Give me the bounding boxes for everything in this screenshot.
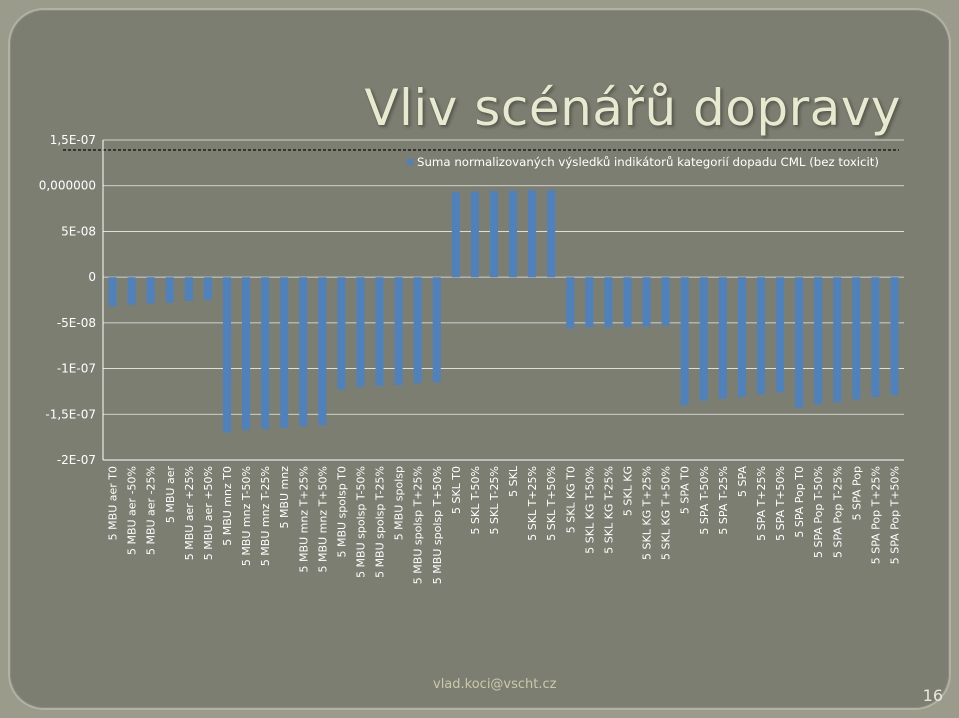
chart-bar — [261, 277, 270, 429]
chart-bar — [489, 191, 498, 278]
x-tick-label: 5 MBU mnz T-50% — [240, 466, 253, 566]
page-number: 16 — [922, 686, 943, 705]
y-tick-label: 0 — [88, 270, 96, 284]
x-tick-label: 5 MBU aer +25% — [183, 466, 196, 560]
chart-bar — [528, 190, 537, 278]
x-tick-label: 5 SPA T-50% — [698, 466, 711, 535]
x-tick-label: 5 MBU spolsp T0 — [335, 466, 348, 558]
y-tick-label: -2E-07 — [57, 453, 96, 467]
y-tick-label: -1E-07 — [57, 362, 96, 376]
chart-bar — [871, 277, 880, 397]
x-tick-label: 5 SPA T+25% — [755, 466, 768, 541]
chart-bar — [623, 277, 632, 328]
chart-bar — [470, 191, 479, 278]
x-tick-label: 5 SPA T+50% — [774, 466, 787, 541]
x-tick-label: 5 SPA Pop T-50% — [812, 466, 825, 558]
legend-marker — [407, 159, 413, 165]
x-tick-label: 5 MBU spolsp T+50% — [431, 466, 444, 584]
chart-bar — [375, 277, 384, 386]
chart-bar — [642, 277, 651, 327]
chart-bar — [699, 277, 708, 401]
chart-bar — [413, 277, 422, 384]
y-tick-label: 1,5E-07 — [50, 133, 96, 147]
chart-bar — [203, 277, 212, 300]
chart-bar — [127, 277, 136, 305]
chart-bar — [108, 277, 117, 307]
chart-bar — [299, 277, 308, 427]
chart-bar — [833, 277, 842, 403]
x-tick-label: 5 SKL KG T-25% — [602, 466, 615, 554]
chart-bar — [318, 277, 327, 426]
x-tick-label: 5 SPA — [736, 466, 749, 497]
chart-bar — [280, 277, 289, 428]
chart-bar — [356, 277, 365, 387]
chart-bar — [661, 277, 670, 326]
x-tick-label: 5 MBU mnz T+50% — [316, 466, 329, 572]
chart-bar — [165, 277, 174, 303]
y-tick-label: 5E-08 — [61, 224, 96, 238]
x-tick-label: 5 MBU spolsp T+25% — [412, 466, 425, 584]
chart-bar — [222, 277, 231, 433]
x-tick-label: 5 SKL T0 — [450, 466, 463, 514]
x-tick-label: 5 SKL KG T0 — [564, 466, 577, 533]
chart-bar — [852, 277, 861, 400]
x-tick-label: 5 MBU mnz T0 — [221, 466, 234, 546]
chart-bar — [146, 277, 155, 304]
x-tick-label: 5 MBU aer — [164, 466, 177, 524]
x-tick-label: 5 MBU mnz T-25% — [259, 466, 272, 566]
x-tick-label: 5 MBU mnz — [278, 466, 291, 529]
x-tick-label: 5 SPA T0 — [679, 466, 692, 514]
chart-bar — [604, 277, 613, 328]
slide-title: Vliv scénářů dopravy — [364, 79, 901, 137]
y-tick-label: -1,5E-07 — [45, 407, 96, 421]
x-tick-label: 5 SKL KG T+50% — [660, 466, 673, 560]
chart-bar — [394, 277, 403, 386]
chart-bar — [756, 277, 765, 395]
x-tick-label: 5 SKL KG T+25% — [641, 466, 654, 560]
x-tick-label: 5 MBU mnz T+25% — [297, 466, 310, 572]
chart-bar — [337, 277, 346, 390]
chart-bar — [718, 277, 727, 399]
chart-bar — [680, 277, 689, 406]
x-tick-label: 5 MBU spolsp — [393, 466, 406, 540]
x-tick-label: 5 SPA Pop T-25% — [831, 466, 844, 558]
x-tick-label: 5 SKL T+25% — [526, 466, 539, 541]
x-tick-label: 5 MBU aer T0 — [107, 466, 120, 540]
x-tick-label: 5 SPA Pop — [850, 466, 863, 520]
chart-bar — [814, 277, 823, 405]
chart-bar — [184, 277, 193, 301]
chart-bar — [776, 277, 785, 393]
y-tick-label: -5E-08 — [57, 316, 96, 330]
x-tick-label: 5 SPA T-25% — [717, 466, 730, 535]
x-tick-label: 5 SPA Pop T+50% — [888, 466, 901, 564]
footer-email: vlad.koci@vscht.cz — [433, 677, 557, 692]
x-tick-label: 5 MBU spolsp T-50% — [354, 466, 367, 578]
legend-label: Suma normalizovaných výsledků indikátorů… — [417, 155, 879, 169]
x-tick-label: 5 SKL — [507, 465, 520, 497]
chart-bar — [890, 277, 899, 396]
chart-bar — [566, 277, 575, 329]
chart-bar — [585, 277, 594, 328]
chart-bar — [547, 190, 556, 278]
chart-bar — [242, 277, 251, 430]
x-tick-label: 5 SPA Pop T0 — [793, 466, 806, 538]
x-tick-label: 5 MBU aer -50% — [126, 466, 139, 555]
y-tick-label: 0,000000 — [39, 179, 96, 193]
slide-background — [10, 10, 949, 708]
x-tick-label: 5 SKL KG T-50% — [583, 466, 596, 554]
x-tick-label: 5 SKL T+50% — [545, 466, 558, 541]
chart-bar — [795, 277, 804, 408]
x-tick-label: 5 SKL KG — [621, 466, 634, 516]
chart-bar — [509, 190, 518, 278]
chart-bar — [432, 277, 441, 383]
x-tick-label: 5 MBU aer -25% — [145, 466, 158, 555]
x-tick-label: 5 SPA Pop T+25% — [869, 466, 882, 564]
x-tick-label: 5 MBU aer +50% — [202, 466, 215, 560]
chart-bar — [451, 192, 460, 278]
x-tick-label: 5 MBU spolsp T-25% — [374, 466, 387, 578]
x-tick-label: 5 SKL T-50% — [469, 466, 482, 534]
x-tick-label: 5 SKL T-25% — [488, 466, 501, 534]
chart-bar — [737, 277, 746, 397]
